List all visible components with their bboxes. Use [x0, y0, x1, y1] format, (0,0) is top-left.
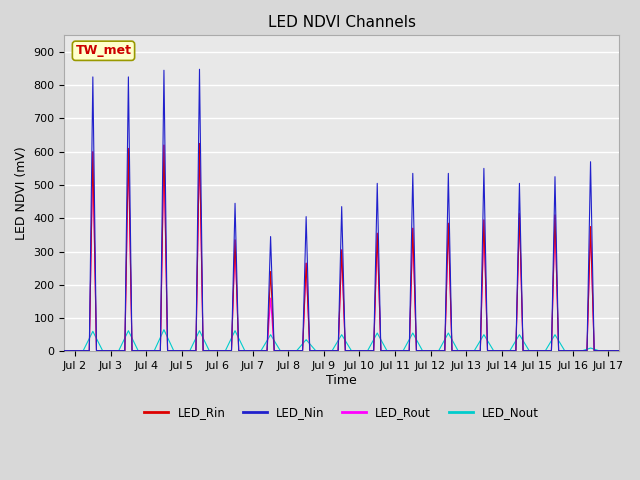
Text: TW_met: TW_met [76, 44, 131, 57]
Legend: LED_Rin, LED_Nin, LED_Rout, LED_Nout: LED_Rin, LED_Nin, LED_Rout, LED_Nout [140, 401, 544, 424]
Y-axis label: LED NDVI (mV): LED NDVI (mV) [15, 146, 28, 240]
Title: LED NDVI Channels: LED NDVI Channels [268, 15, 416, 30]
X-axis label: Time: Time [326, 374, 357, 387]
